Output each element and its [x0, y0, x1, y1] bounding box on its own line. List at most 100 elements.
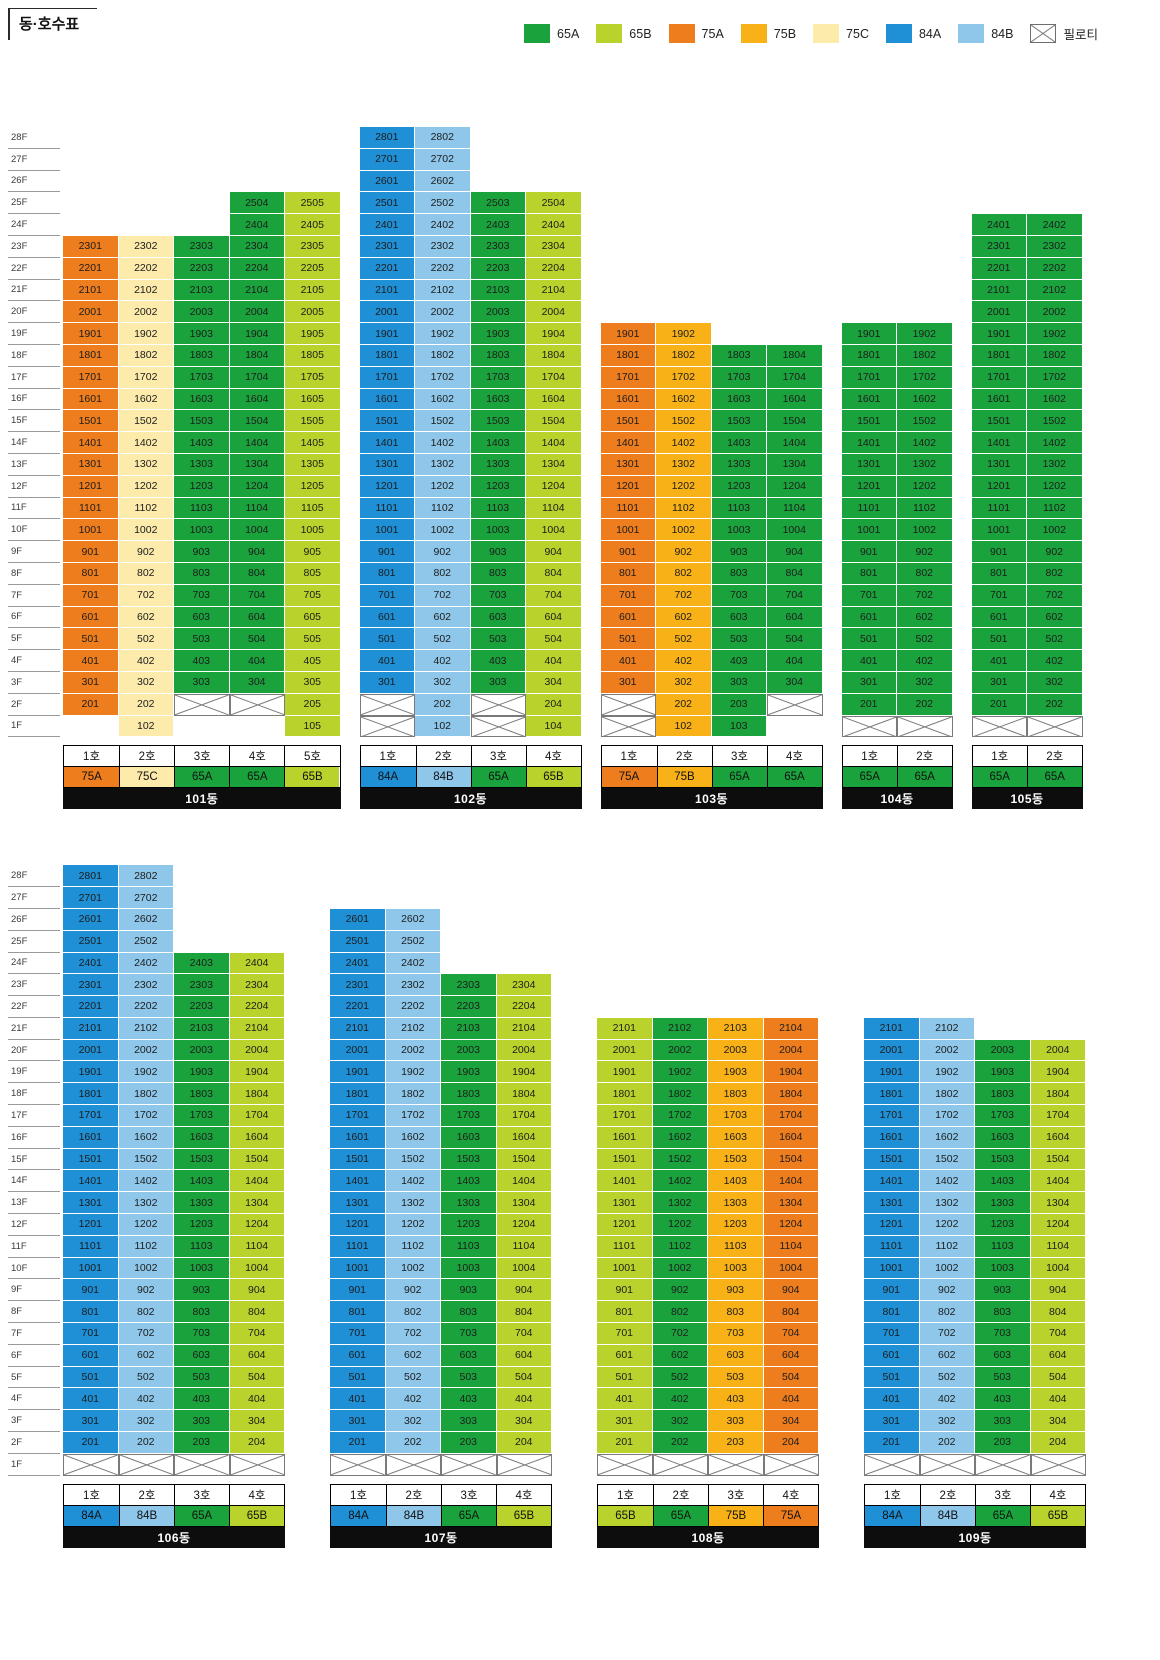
- x-mark-icon: [765, 1455, 819, 1475]
- floor-label-13F: 13F: [8, 1192, 60, 1215]
- unit-cell-1904: 1904: [763, 1061, 819, 1084]
- unit-cell-501: 501: [63, 628, 119, 651]
- line-label-3호: 3호: [174, 746, 230, 767]
- empty-cell: [441, 953, 497, 975]
- line-type-84B: 84B: [119, 1505, 174, 1526]
- x-mark-icon: [898, 717, 952, 737]
- unit-cell-2602: 2602: [415, 170, 471, 193]
- unit-cell-2601: 2601: [330, 908, 386, 931]
- unit-cell-1402: 1402: [897, 432, 953, 454]
- unit-cell-1901: 1901: [330, 1061, 386, 1084]
- unit-grid: 2101 2102 2001 2002 2003 2004 1901 1902 1903 1904…: [864, 1017, 1086, 1476]
- floor-label-21F: 21F: [8, 1018, 60, 1040]
- line-number-row: 1호 2호 3호 4호 5호: [63, 745, 341, 768]
- unit-cell-801: 801: [971, 562, 1027, 585]
- unit-cell-603: 603: [711, 606, 767, 629]
- unit-cell-403: 403: [441, 1388, 497, 1411]
- unit-cell-802: 802: [415, 562, 471, 585]
- piloti-cell: [174, 693, 230, 716]
- unit-cell-1402: 1402: [1027, 432, 1083, 454]
- unit-cell-703: 703: [975, 1323, 1031, 1345]
- unit-cell-503: 503: [708, 1366, 764, 1389]
- unit-cell-1901: 1901: [971, 323, 1027, 345]
- unit-cell-1303: 1303: [174, 453, 230, 476]
- unit-cell-301: 301: [600, 671, 656, 694]
- unit-cell-1101: 1101: [971, 497, 1027, 520]
- unit-cell-1002: 1002: [919, 1257, 975, 1280]
- unit-cell-1601: 1601: [359, 388, 415, 411]
- empty-cell: [174, 214, 230, 236]
- line-type-row: 65A 65A: [841, 766, 953, 789]
- unit-cell-1303: 1303: [174, 1192, 230, 1215]
- unit-cell-404: 404: [229, 650, 285, 672]
- unit-cell-504: 504: [229, 628, 285, 651]
- unit-cell-501: 501: [330, 1366, 386, 1389]
- unit-cell-1303: 1303: [441, 1192, 497, 1215]
- line-label-4호: 4호: [229, 746, 285, 767]
- unit-cell-2403: 2403: [174, 952, 230, 975]
- x-mark-icon: [361, 717, 415, 737]
- header: 동·호수표 65A 65B 75A 75B 75C 84A 84B 필로티: [0, 0, 1160, 43]
- unit-cell-1503: 1503: [708, 1148, 764, 1171]
- unit-cell-1503: 1503: [470, 410, 526, 433]
- unit-cell-1702: 1702: [652, 1105, 708, 1127]
- unit-cell-1402: 1402: [385, 1170, 441, 1193]
- unit-cell-1904: 1904: [496, 1061, 552, 1084]
- unit-cell-2002: 2002: [415, 301, 471, 324]
- unit-cell-2301: 2301: [63, 235, 119, 258]
- x-mark-icon: [843, 717, 897, 737]
- piloti-cell: [763, 1453, 819, 1476]
- unit-cell-503: 503: [470, 628, 526, 651]
- unit-cell-802: 802: [652, 1301, 708, 1324]
- legend-item-75C: 75C: [813, 24, 869, 43]
- floor-label-26F: 26F: [8, 171, 60, 193]
- unit-cell-1701: 1701: [971, 366, 1027, 389]
- empty-cell: [526, 127, 582, 149]
- unit-cell-1603: 1603: [711, 388, 767, 411]
- unit-cell-702: 702: [1027, 584, 1083, 607]
- line-label-1호: 1호: [598, 1484, 653, 1505]
- unit-cell-2104: 2104: [763, 1017, 819, 1040]
- unit-cell-1902: 1902: [1027, 323, 1083, 345]
- unit-cell-403: 403: [711, 650, 767, 672]
- unit-cell-2501: 2501: [359, 192, 415, 215]
- unit-cell-1404: 1404: [229, 1170, 285, 1193]
- unit-cell-1402: 1402: [118, 1170, 174, 1193]
- unit-cell-2204: 2204: [229, 257, 285, 280]
- unit-cell-1604: 1604: [496, 1126, 552, 1149]
- line-type-row: 84A 84B 65A 65B: [359, 766, 582, 789]
- unit-cell-902: 902: [118, 1279, 174, 1302]
- piloti-cell: [441, 1453, 497, 1476]
- unit-cell-1902: 1902: [652, 1061, 708, 1084]
- line-label-2호: 2호: [897, 746, 952, 767]
- x-mark-icon: [472, 717, 526, 737]
- unit-cell-1901: 1901: [63, 323, 119, 345]
- unit-cell-1204: 1204: [1030, 1214, 1086, 1236]
- empty-cell: [230, 909, 286, 931]
- unit-cell-1202: 1202: [1027, 475, 1083, 498]
- unit-cell-2003: 2003: [441, 1039, 497, 1062]
- unit-cell-904: 904: [229, 1279, 285, 1302]
- floor-label-17F: 17F: [8, 1105, 60, 1127]
- unit-cell-2402: 2402: [118, 952, 174, 975]
- unit-cell-703: 703: [470, 584, 526, 607]
- piloti-cell: [919, 1453, 975, 1476]
- legend-label: 65B: [629, 26, 652, 41]
- unit-cell-1603: 1603: [174, 388, 230, 411]
- unit-cell-903: 903: [711, 541, 767, 563]
- floor-label-5F: 5F: [8, 628, 60, 651]
- unit-cell-902: 902: [919, 1279, 975, 1302]
- unit-cell-1802: 1802: [652, 1083, 708, 1106]
- unit-cell-1802: 1802: [415, 344, 471, 367]
- empty-cell: [471, 171, 527, 193]
- unit-cell-1003: 1003: [174, 1257, 230, 1280]
- unit-cell-302: 302: [652, 1410, 708, 1433]
- unit-cell-601: 601: [841, 606, 897, 629]
- unit-cell-2001: 2001: [63, 301, 119, 324]
- floor-label-9F: 9F: [8, 541, 60, 563]
- legend-item-65A: 65A: [524, 24, 579, 43]
- unit-cell-901: 901: [971, 541, 1027, 563]
- x-mark-icon: [331, 1455, 385, 1475]
- line-label-1호: 1호: [64, 746, 120, 767]
- unit-cell-601: 601: [63, 1344, 119, 1367]
